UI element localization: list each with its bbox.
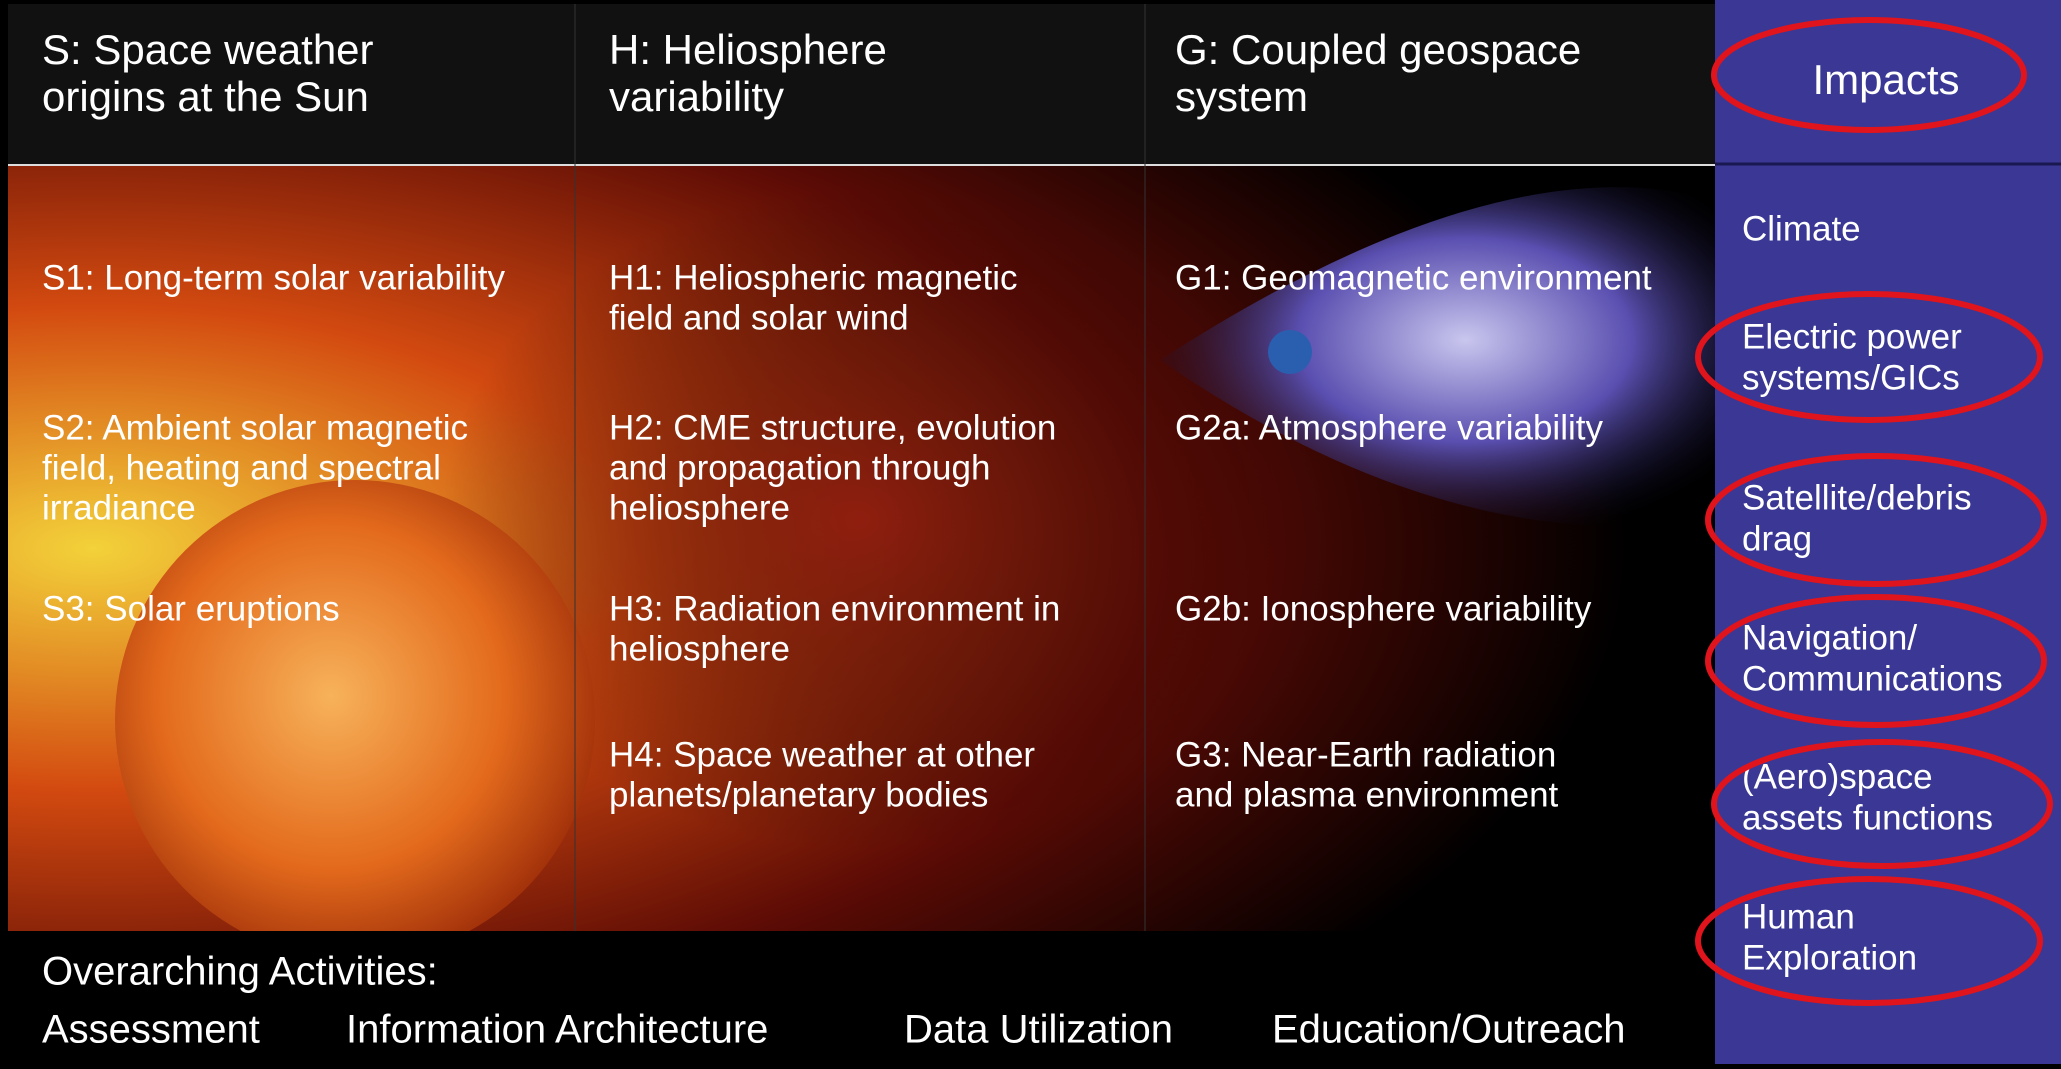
topic: H2: CME structure, evolution: [609, 408, 1056, 447]
topic: S2: Ambient solar magnetic: [42, 408, 468, 447]
topic: G3: Near-Earth radiation: [1175, 735, 1556, 774]
column-title: system: [1175, 73, 1308, 120]
topic: G1: Geomagnetic environment: [1175, 258, 1652, 297]
overarching-title: Overarching Activities:: [42, 950, 438, 994]
column-title: H: Heliosphere: [609, 26, 887, 73]
sun: [115, 480, 595, 960]
topic: field, heating and spectral: [42, 448, 441, 487]
slide: S: Space weatherorigins at the Sun H: Hel…: [0, 0, 2061, 1064]
impact: Navigation/: [1742, 618, 1917, 657]
impact: Satellite/debris: [1742, 478, 1972, 517]
topic: G2a: Atmosphere variability: [1175, 408, 1603, 447]
impact: Human: [1742, 897, 1855, 936]
activity: Data Utilization: [904, 1008, 1173, 1052]
activity: Assessment: [42, 1008, 260, 1052]
impact: drag: [1742, 519, 1812, 558]
impact: systems/GICs: [1742, 358, 1960, 397]
impacts-title: Impacts: [1812, 56, 1959, 103]
topic: H1: Heliospheric magnetic: [609, 258, 1018, 297]
impact: Communications: [1742, 659, 2003, 698]
column-title: S: Space weather: [42, 26, 374, 73]
topic: H4: Space weather at other: [609, 735, 1035, 774]
topic: S1: Long-term solar variability: [42, 258, 505, 297]
topic: and plasma environment: [1175, 775, 1559, 814]
topic: heliosphere: [609, 488, 790, 527]
topic: and propagation through: [609, 448, 990, 487]
topic: field and solar wind: [609, 298, 909, 337]
impact: (Aero)space: [1742, 757, 1933, 796]
topic: S3: Solar eruptions: [42, 589, 340, 628]
impact: Climate: [1742, 209, 1861, 248]
impact: Exploration: [1742, 938, 1917, 977]
activity: Information Architecture: [346, 1008, 768, 1052]
impact: Electric power: [1742, 317, 1962, 356]
activity: Education/Outreach: [1272, 1008, 1626, 1052]
column-title: variability: [609, 73, 784, 120]
topic: irradiance: [42, 488, 196, 527]
column-title: G: Coupled geospace: [1175, 26, 1581, 73]
column-title: origins at the Sun: [42, 73, 369, 120]
impact: assets functions: [1742, 798, 1993, 837]
topic: planets/planetary bodies: [609, 775, 988, 814]
topic: G2b: Ionosphere variability: [1175, 589, 1592, 628]
earth: [1268, 330, 1312, 374]
topic: heliosphere: [609, 629, 790, 668]
topic: H3: Radiation environment in: [609, 589, 1060, 628]
